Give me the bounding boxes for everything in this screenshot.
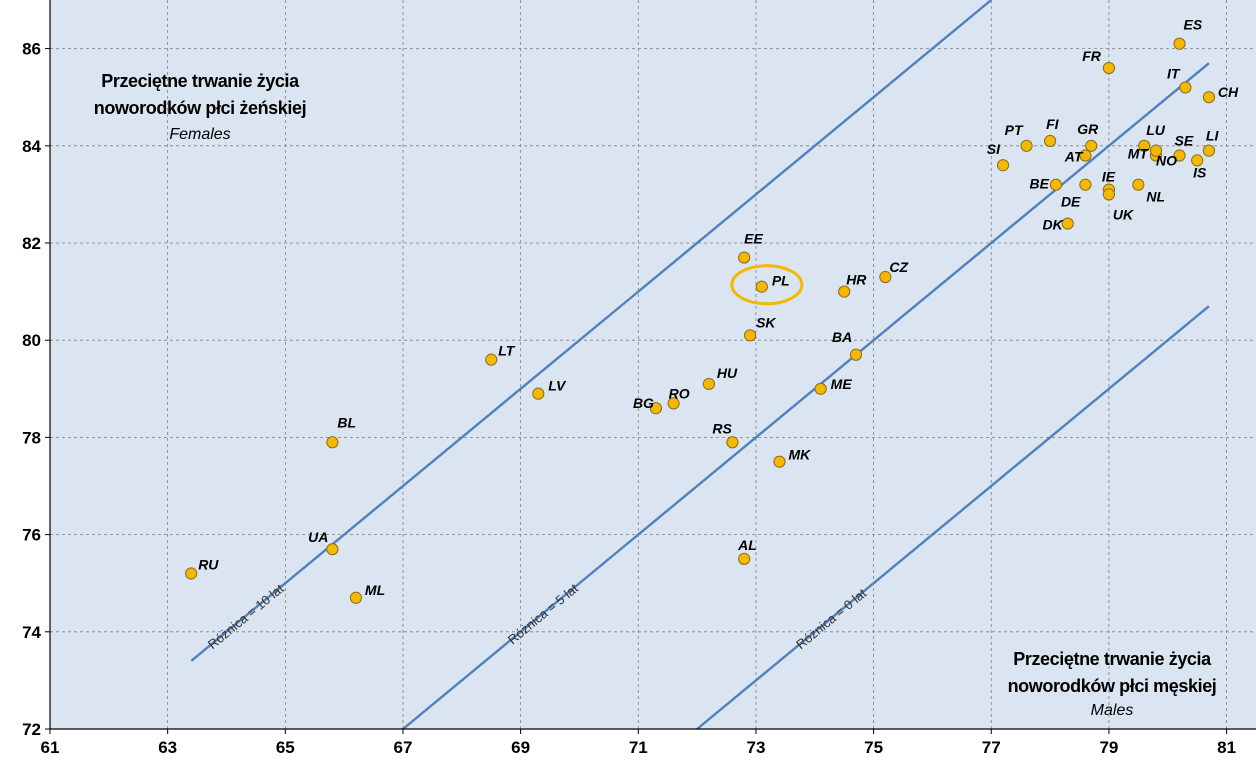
data-point-ee xyxy=(739,252,750,263)
y-tick-label: 84 xyxy=(22,137,41,156)
data-point-si xyxy=(997,160,1008,171)
x-tick-label: 81 xyxy=(1217,738,1236,757)
males-en-label: Males xyxy=(1091,702,1134,719)
point-label-hr: HR xyxy=(846,272,867,288)
point-label-ch: CH xyxy=(1218,84,1239,100)
females-en-label: Females xyxy=(169,126,230,143)
data-point-me xyxy=(815,383,826,394)
data-point-de xyxy=(1080,179,1091,190)
point-label-bg: BG xyxy=(633,395,654,411)
data-point-al xyxy=(739,553,750,564)
point-label-fi: FI xyxy=(1046,116,1060,132)
point-label-al: AL xyxy=(737,537,757,553)
data-point-pt xyxy=(1021,140,1032,151)
data-point-ua xyxy=(327,544,338,555)
point-label-se: SE xyxy=(1175,133,1194,149)
y-tick-label: 86 xyxy=(22,40,41,59)
data-point-be xyxy=(1050,179,1061,190)
y-axis-ticks: 72 74 76 78 80 82 84 86 xyxy=(22,40,50,739)
point-label-lt: LT xyxy=(498,343,516,359)
data-point-hu xyxy=(703,378,714,389)
x-tick-label: 61 xyxy=(41,738,60,757)
point-label-lv: LV xyxy=(548,378,567,394)
data-point-gr xyxy=(1086,140,1097,151)
point-label-ml: ML xyxy=(365,582,385,598)
point-label-nl: NL xyxy=(1146,189,1165,205)
data-point-rs xyxy=(727,437,738,448)
x-axis-ticks: 61 63 65 67 69 71 73 75 77 79 81 xyxy=(41,729,1237,757)
data-point-fi xyxy=(1044,135,1055,146)
data-point-fr xyxy=(1103,62,1114,73)
point-label-uk: UK xyxy=(1113,206,1134,222)
data-point-lt xyxy=(486,354,497,365)
point-label-mk: MK xyxy=(788,447,811,463)
point-label-lu: LU xyxy=(1146,122,1166,138)
x-tick-label: 65 xyxy=(276,738,295,757)
point-label-dk: DK xyxy=(1043,217,1064,233)
point-label-it: IT xyxy=(1167,65,1181,81)
data-point-dk xyxy=(1062,218,1073,229)
data-point-ml xyxy=(350,592,361,603)
point-label-hu: HU xyxy=(717,365,738,381)
point-label-fr: FR xyxy=(1082,48,1102,64)
point-label-li: LI xyxy=(1206,128,1220,144)
data-point-nl xyxy=(1133,179,1144,190)
y-tick-label: 72 xyxy=(22,720,41,739)
data-point-es xyxy=(1174,38,1185,49)
point-label-ru: RU xyxy=(198,556,219,572)
data-point-ch xyxy=(1203,92,1214,103)
point-label-is: IS xyxy=(1193,164,1207,180)
point-label-de: DE xyxy=(1061,194,1081,210)
males-title-line1: Przeciętne trwanie życia xyxy=(1013,649,1212,669)
point-label-no: NO xyxy=(1156,153,1177,169)
y-tick-label: 78 xyxy=(22,428,41,447)
point-label-pl: PL xyxy=(772,273,790,289)
data-point-mk xyxy=(774,456,785,467)
point-label-sk: SK xyxy=(756,314,776,330)
data-point-uk xyxy=(1103,189,1114,200)
x-tick-label: 71 xyxy=(629,738,648,757)
point-label-me: ME xyxy=(831,376,853,392)
y-tick-label: 76 xyxy=(22,526,41,545)
females-title-line1: Przeciętne trwanie życia xyxy=(101,71,300,91)
males-title-line2: noworodków płci męskiej xyxy=(1008,676,1217,696)
data-point-sk xyxy=(744,330,755,341)
x-tick-label: 63 xyxy=(158,738,177,757)
data-point-it xyxy=(1180,82,1191,93)
data-point-bl xyxy=(327,437,338,448)
x-tick-label: 73 xyxy=(746,738,765,757)
x-tick-label: 79 xyxy=(1099,738,1118,757)
point-label-ba: BA xyxy=(832,329,852,345)
point-label-cz: CZ xyxy=(889,259,908,275)
point-label-ua: UA xyxy=(308,529,328,545)
point-label-es: ES xyxy=(1184,17,1203,33)
data-point-hr xyxy=(839,286,850,297)
point-label-ro: RO xyxy=(669,385,690,401)
x-tick-label: 75 xyxy=(864,738,883,757)
data-point-ru xyxy=(186,568,197,579)
data-point-lv xyxy=(533,388,544,399)
y-tick-label: 74 xyxy=(22,623,41,642)
y-tick-label: 80 xyxy=(22,331,41,350)
point-label-rs: RS xyxy=(712,420,732,436)
point-label-be: BE xyxy=(1030,176,1050,192)
females-title-line2: noworodków płci żeńskiej xyxy=(94,98,306,118)
point-label-gr: GR xyxy=(1077,121,1099,137)
y-tick-label: 82 xyxy=(22,234,41,253)
data-point-pl xyxy=(756,281,767,292)
x-tick-label: 67 xyxy=(394,738,413,757)
x-tick-label: 69 xyxy=(511,738,530,757)
point-label-mt: MT xyxy=(1128,146,1150,162)
point-label-pt: PT xyxy=(1005,122,1024,138)
point-label-ie: IE xyxy=(1102,169,1116,185)
data-point-ba xyxy=(850,349,861,360)
point-label-ee: EE xyxy=(744,231,763,247)
point-label-at: AT xyxy=(1064,149,1084,165)
point-label-bl: BL xyxy=(337,414,356,430)
data-point-li xyxy=(1203,145,1214,156)
point-label-si: SI xyxy=(987,141,1001,157)
x-tick-label: 77 xyxy=(982,738,1001,757)
